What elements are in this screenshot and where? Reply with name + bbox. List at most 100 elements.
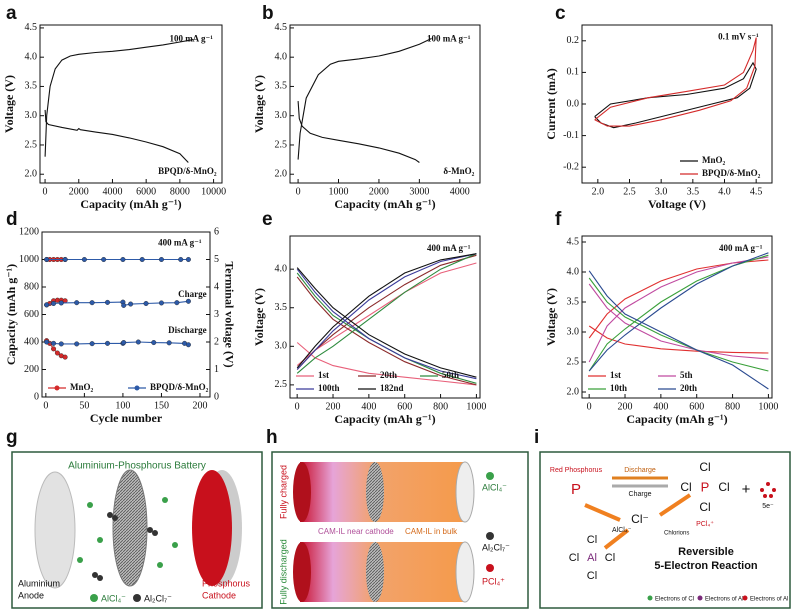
point	[58, 341, 64, 347]
legend-label: MnO₂	[70, 382, 94, 392]
annotation: δ-MnO₂	[443, 166, 474, 176]
x-tick-label: 600	[689, 401, 704, 412]
species-label: Chlorions	[664, 531, 689, 537]
y-tick-label: 0.2	[567, 35, 580, 46]
point	[151, 340, 157, 346]
x-tick-label: 2.5	[623, 186, 636, 197]
point	[44, 339, 50, 345]
point	[62, 354, 68, 360]
y2-tick-label: 2	[214, 336, 219, 347]
x-tick-label: 150	[154, 400, 169, 411]
y-tick-label: -0.2	[563, 161, 579, 172]
plot-frame	[39, 24, 223, 184]
y-axis-label: Current (mA)	[544, 68, 558, 139]
y-tick-label: 4.0	[275, 263, 288, 274]
plot-frame	[289, 24, 481, 184]
chart: d 0 50 100 150 200 0 200 400 600 800 1000 1200 0 1 2 3 4 5…	[4, 209, 237, 425]
y-tick-label: 3.5	[275, 302, 288, 313]
legend-swatch	[647, 595, 653, 601]
cell-end	[455, 461, 475, 523]
y-tick-label: 4.5	[275, 22, 288, 33]
x-axis-label: Voltage (V)	[648, 197, 706, 211]
series-line	[588, 254, 769, 372]
cathode-label: Cathode	[202, 590, 236, 600]
y-axis-label: Voltage (V)	[2, 75, 16, 133]
x-tick-label: 3.0	[655, 186, 668, 197]
series-line	[588, 252, 769, 390]
y-tick-label: 2.5	[25, 139, 38, 150]
x-tick-label: 4000	[450, 186, 470, 197]
arrow	[584, 493, 692, 550]
series-line	[44, 39, 194, 157]
ions	[92, 512, 158, 581]
atom: Cl⁻	[631, 512, 649, 526]
annotation: 0.1 mV s⁻¹	[718, 32, 759, 42]
atom: Cl	[699, 460, 710, 474]
atom: P	[571, 481, 581, 498]
state-label: Fully charged	[278, 465, 288, 519]
process-label: Charge	[629, 491, 652, 498]
cell-end	[455, 541, 475, 603]
point	[51, 340, 57, 346]
annotation: Discharge	[168, 325, 207, 335]
point	[51, 346, 57, 352]
y-tick-label: 2.5	[275, 139, 288, 150]
y-tick-label: 0.1	[567, 67, 580, 78]
atom: P	[701, 479, 710, 494]
species-label: Red Phosphorus	[550, 467, 603, 474]
point	[121, 302, 127, 308]
x-tick-label: 10000	[201, 186, 226, 197]
atom: Cl	[680, 480, 691, 494]
point	[51, 301, 57, 307]
chart: b 0 1000 2000 3000 4000 2.0 2.5 3.0 3.5 4.0 4.5 Capa…	[252, 3, 481, 211]
y2-tick-label: 4	[214, 281, 219, 292]
y2-tick-label: 0	[214, 391, 219, 402]
panel-label: g	[6, 427, 18, 448]
x-tick-label: 0	[587, 401, 592, 412]
cathode-end	[293, 542, 311, 602]
legend-swatch	[486, 564, 494, 572]
y-tick-label: 0	[34, 391, 39, 402]
chart: e 0 200 400 600 800 1000 2.5 3.0 3.5 4.0 Capacity (…	[252, 209, 487, 426]
x-tick-label: 200	[618, 401, 633, 412]
y-tick-label: 4.5	[567, 236, 580, 247]
chart: c 2.0 2.5 3.0 3.5 4.0 4.5 -0.2 -0.1 0.0 0.1 0.2 Volt…	[544, 3, 773, 211]
point	[62, 257, 68, 263]
chart: f 0 200 400 600 800 1000 2.0 2.5 3.0 3.5 4.0 4.5 Capa…	[544, 209, 779, 426]
x-tick-label: 100	[115, 400, 130, 411]
panel-label: h	[266, 427, 278, 448]
y-tick-label: 3.0	[275, 341, 288, 352]
x-tick-label: 600	[397, 401, 412, 412]
y-tick-label: 4.0	[567, 266, 580, 277]
cathode-end	[293, 462, 311, 522]
anode-label: Aluminium	[18, 578, 60, 588]
y2-tick-label: 3	[214, 309, 219, 320]
series-line	[588, 256, 769, 363]
y-tick-label: 2.5	[275, 379, 288, 390]
point	[185, 298, 191, 304]
point	[158, 257, 164, 263]
panel-label: f	[555, 209, 562, 230]
legend-label: Electrons of Al	[705, 597, 743, 603]
y-axis-label: Capacity (mAh g⁻¹)	[4, 264, 18, 365]
y-tick-label: 3.0	[567, 326, 580, 337]
series-line	[594, 37, 757, 127]
series-line	[296, 253, 477, 380]
legend-label: 20th	[380, 370, 397, 380]
legend-label: Al₂Cl₇⁻	[482, 542, 510, 552]
panel-h: h Fully charged Fully discharged CAM-IL …	[266, 427, 529, 609]
x-axis-label: Capacity (mAh g⁻¹)	[334, 412, 435, 426]
series-line	[297, 101, 420, 163]
legend-label: Electrons of Cl	[655, 597, 694, 603]
x-tick-label: 200	[326, 401, 341, 412]
legend-label: 1st	[318, 370, 329, 380]
legend-label: Electrons of Al	[750, 597, 788, 603]
operator: +	[742, 481, 751, 498]
legend-swatch	[90, 594, 98, 602]
point	[166, 340, 172, 346]
point	[81, 257, 87, 263]
y-tick-label: 2.5	[567, 356, 580, 367]
point	[120, 257, 126, 263]
atom: Cl	[587, 534, 597, 546]
series-line	[296, 262, 477, 386]
